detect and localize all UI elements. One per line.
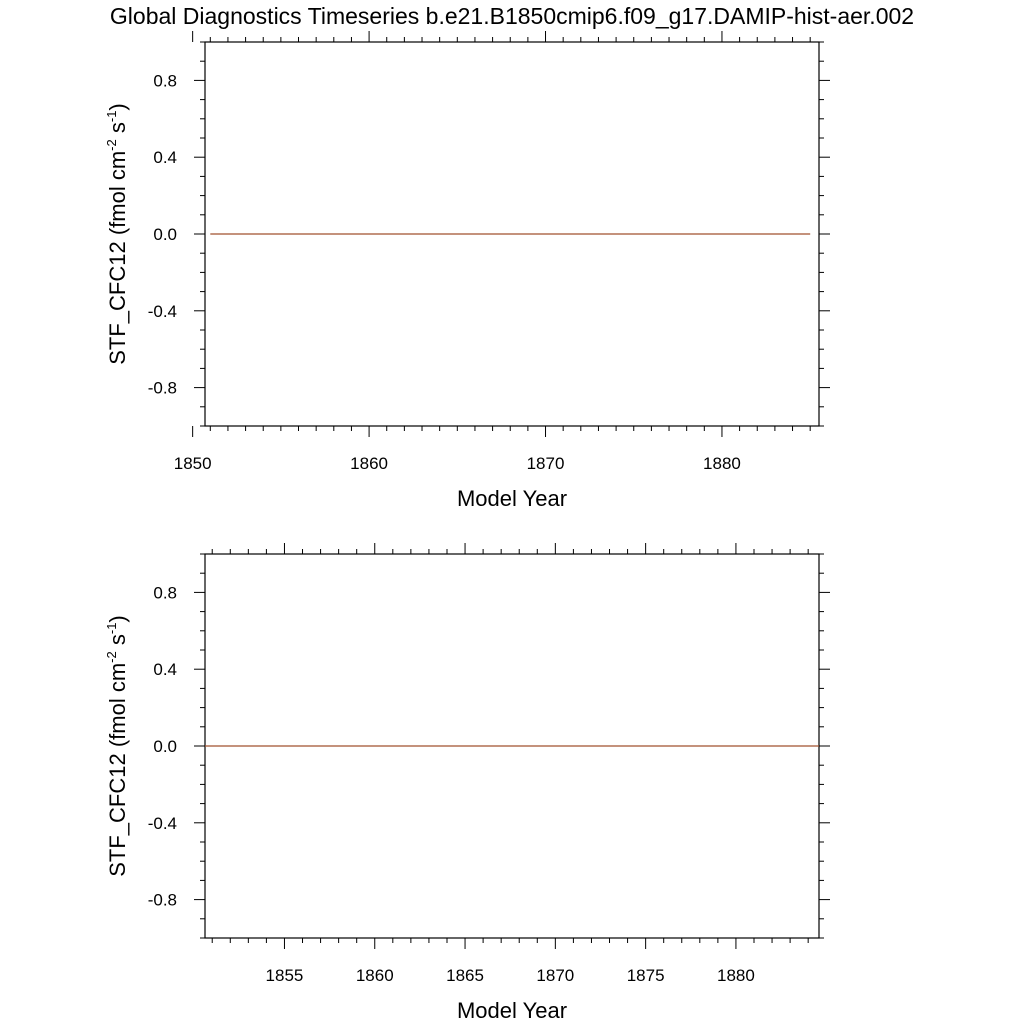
y-tick-label: 0.4	[153, 148, 177, 167]
x-tick-label: 1880	[717, 966, 755, 985]
chart-title: Global Diagnostics Timeseries b.e21.B185…	[110, 3, 914, 29]
x-tick-label: 1870	[536, 966, 574, 985]
y-tick-label: 0.4	[153, 660, 177, 679]
y-tick-label: 0.8	[153, 583, 177, 602]
y-tick-label: 0.0	[153, 225, 177, 244]
y-tick-label: 0.0	[153, 737, 177, 756]
y-tick-label: -0.8	[148, 891, 177, 910]
x-axis-title: Model Year	[457, 998, 567, 1023]
x-tick-label: 1860	[350, 454, 388, 473]
top-panel: -0.8 -0.4 0.0 0.4 0.8 1850 1860 1870 1880 Model Y…	[104, 31, 830, 511]
y-axis-title: STF_CFC12 (fmol cm-2 s-1)	[104, 103, 130, 365]
y-axis-title: STF_CFC12 (fmol cm-2 s-1)	[104, 615, 130, 877]
x-tick-label: 1875	[627, 966, 665, 985]
x-tick-label: 1860	[356, 966, 394, 985]
y-tick-label: 0.8	[153, 71, 177, 90]
y-tick-label: -0.4	[148, 814, 177, 833]
bottom-panel: -0.8 -0.4 0.0 0.4 0.8 1855 1860 1865 1870 1875 188…	[104, 543, 830, 1023]
x-tick-label: 1850	[174, 454, 212, 473]
x-tick-label: 1880	[703, 454, 741, 473]
x-axis-title: Model Year	[457, 486, 567, 511]
y-tick-label: -0.8	[148, 379, 177, 398]
x-tick-label: 1865	[446, 966, 484, 985]
x-tick-label: 1855	[266, 966, 304, 985]
x-tick-label: 1870	[527, 454, 565, 473]
y-tick-label: -0.4	[148, 302, 177, 321]
